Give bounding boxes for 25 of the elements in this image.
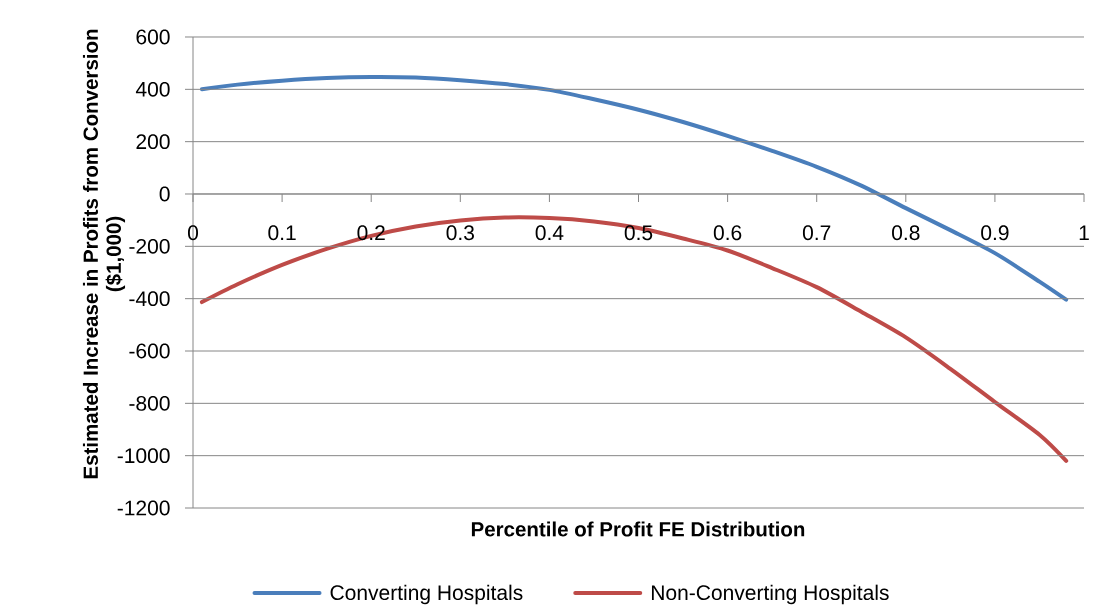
- x-tick-label: 0.5: [624, 225, 653, 241]
- y-tick-label: -800: [129, 395, 170, 411]
- y-tick-label: -1000: [117, 448, 170, 464]
- x-tick-label: 0.6: [713, 225, 742, 241]
- x-tick-label: 0.9: [981, 225, 1009, 241]
- y-tick-label: 200: [136, 134, 170, 150]
- y-tick-label: -400: [129, 291, 170, 307]
- x-axis-title: Percentile of Profit FE Distribution: [471, 521, 805, 537]
- legend-label: Converting Hospitals: [330, 584, 523, 605]
- y-tick-label: 400: [135, 81, 170, 97]
- y-tick-label: -200: [129, 238, 170, 254]
- x-tick-label: 0.7: [802, 225, 831, 241]
- x-tick-label: 0.8: [892, 225, 920, 241]
- x-tick-label: 0.1: [268, 225, 296, 241]
- y-tick-label: 0: [159, 186, 170, 202]
- legend-label: Non-Converting Hospitals: [651, 584, 889, 605]
- y-tick-label: -600: [129, 343, 170, 359]
- x-tick-label: 0.4: [535, 225, 564, 241]
- y-tick-label: -1200: [117, 500, 170, 516]
- x-tick-label: 0.3: [446, 225, 474, 241]
- line-series: [199, 75, 1069, 302]
- y-tick-label: 600: [136, 29, 170, 45]
- x-tick-label: 0: [187, 225, 199, 241]
- x-tick-label: 1: [1079, 225, 1089, 240]
- line-series: [199, 215, 1069, 463]
